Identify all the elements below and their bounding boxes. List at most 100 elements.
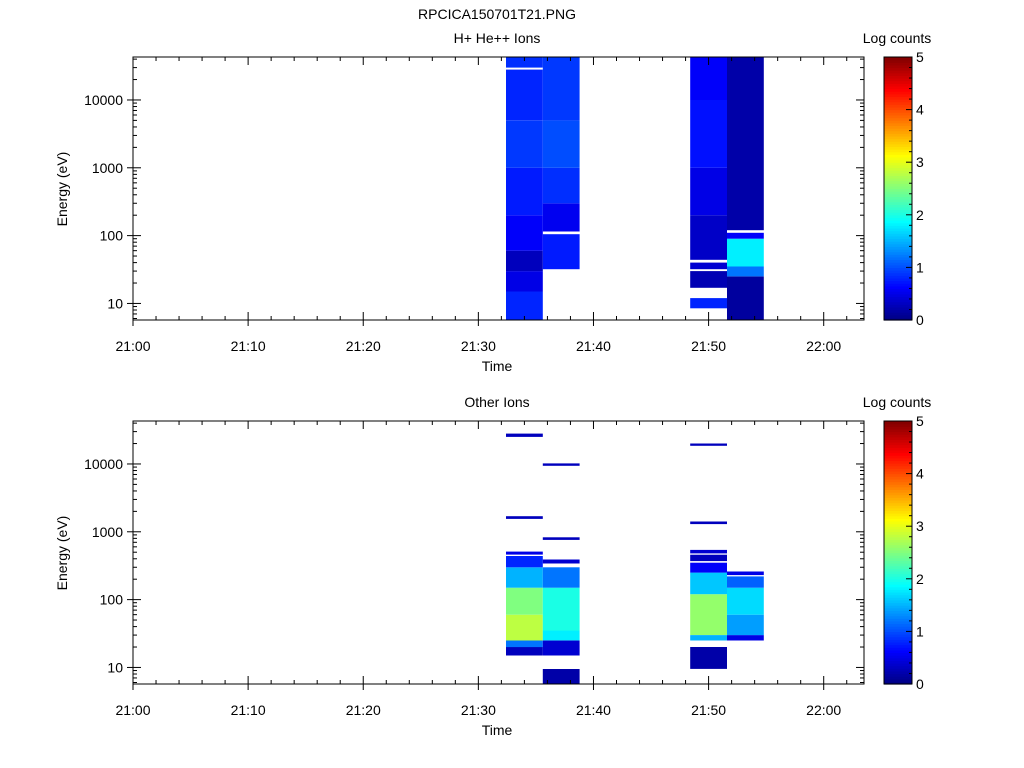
colorbar-swatch xyxy=(884,101,912,105)
x-tick-label: 21:20 xyxy=(346,338,381,354)
colorbar-swatch xyxy=(884,605,912,609)
x-tick-label: 21:30 xyxy=(461,338,496,354)
colorbar-swatch xyxy=(884,434,912,438)
colorbar-swatch xyxy=(884,288,912,292)
spectrogram-cell xyxy=(690,271,727,288)
spectrogram-cell xyxy=(690,594,727,635)
colorbar-swatch xyxy=(884,270,912,274)
y-tick-label: 10000 xyxy=(84,456,123,472)
x-tick-label: 21:10 xyxy=(231,702,266,718)
colorbar-tick-label: 0 xyxy=(916,676,924,692)
y-tick-label: 10000 xyxy=(84,92,123,108)
colorbar-swatch xyxy=(884,309,912,313)
colorbar-swatch xyxy=(884,83,912,87)
colorbar-swatch xyxy=(884,452,912,456)
colorbar-swatch xyxy=(884,206,912,211)
colorbar-swatch xyxy=(884,676,912,680)
colorbar-swatch xyxy=(884,264,912,268)
colorbar-swatch xyxy=(884,254,912,258)
colorbar-swatch xyxy=(884,549,912,554)
colorbar-tick-label: 0 xyxy=(916,312,924,328)
y-tick-label: 1000 xyxy=(92,524,123,540)
colorbar-swatch xyxy=(884,591,912,596)
spectrogram-cell xyxy=(727,266,764,277)
colorbar-swatch xyxy=(884,143,912,148)
colorbar-swatch xyxy=(884,665,912,669)
spectrogram-cell xyxy=(727,587,764,615)
spectrogram-cell xyxy=(506,551,543,555)
colorbar-swatch xyxy=(884,314,912,318)
colorbar-swatch xyxy=(884,88,912,92)
plot-frame xyxy=(132,420,865,685)
colorbar-swatch xyxy=(884,317,912,321)
colorbar-swatch xyxy=(884,159,912,163)
colorbar-tick-label: 4 xyxy=(916,466,924,482)
colorbar-swatch xyxy=(884,306,912,311)
colorbar-swatch xyxy=(884,201,912,205)
colorbar-swatch xyxy=(884,444,912,448)
spectrogram-cell xyxy=(542,587,580,631)
spectrogram-cell xyxy=(542,640,580,656)
y-tick-label: 1000 xyxy=(92,160,123,176)
colorbar-swatch xyxy=(884,214,912,219)
x-tick-label: 22:00 xyxy=(806,338,841,354)
spectrogram-cell xyxy=(542,234,580,270)
colorbar-swatch xyxy=(884,164,912,169)
colorbar-swatch xyxy=(884,248,912,253)
colorbar-swatch xyxy=(884,238,912,242)
colorbar-swatch xyxy=(884,272,912,276)
colorbar-swatch xyxy=(884,513,912,517)
colorbar-swatch xyxy=(884,612,912,617)
colorbar-swatch xyxy=(884,59,912,63)
colorbar-swatch xyxy=(884,227,912,232)
time-column xyxy=(727,571,764,641)
colorbar-swatch xyxy=(884,225,912,229)
spectrogram-cell xyxy=(506,271,543,292)
spectrogram-cell xyxy=(506,647,543,656)
colorbar-swatch xyxy=(884,62,912,66)
spectrogram-cell xyxy=(727,576,764,588)
colorbar-swatch xyxy=(884,191,912,195)
colorbar-swatch xyxy=(884,109,912,113)
colorbar-swatch xyxy=(884,183,912,187)
spectrogram-cell xyxy=(727,232,764,239)
spectrogram-cell xyxy=(542,537,580,540)
spectrogram-cell xyxy=(542,203,580,232)
x-tick-label: 21:50 xyxy=(691,338,726,354)
spectrogram-cell xyxy=(690,572,727,595)
spectrogram-cell xyxy=(506,614,543,641)
colorbar-swatch xyxy=(884,112,912,116)
colorbar-swatch xyxy=(884,547,912,551)
colorbar-swatch xyxy=(884,460,912,464)
spectrogram-cell xyxy=(690,554,727,562)
colorbar-swatch xyxy=(884,120,912,124)
spectrogram-cell xyxy=(542,120,580,168)
colorbar-swatch xyxy=(884,149,912,153)
colorbar-swatch xyxy=(884,620,912,625)
colorbar-swatch xyxy=(884,104,912,108)
colorbar-swatch xyxy=(884,193,912,197)
colorbar-tick-label: 2 xyxy=(916,571,924,587)
colorbar-swatch xyxy=(884,304,912,308)
colorbar-swatch xyxy=(884,256,912,261)
colorbar-swatch xyxy=(884,607,912,611)
colorbar-swatch xyxy=(884,576,912,580)
figure-title: RPCICA150701T21.PNG xyxy=(418,6,576,22)
colorbar-swatch xyxy=(884,652,912,656)
colorbar-swatch xyxy=(884,243,912,247)
spectrogram-cell xyxy=(506,215,543,251)
spectrogram-cell xyxy=(542,630,580,641)
colorbar-swatch xyxy=(884,510,912,514)
colorbar-swatch xyxy=(884,560,912,564)
x-tick-label: 21:40 xyxy=(576,338,611,354)
x-tick-label: 21:20 xyxy=(346,702,381,718)
colorbar-swatch xyxy=(884,660,912,664)
colorbar-swatch xyxy=(884,296,912,300)
x-tick-label: 21:10 xyxy=(231,338,266,354)
spectrogram-cell xyxy=(690,549,727,554)
colorbar-swatch xyxy=(884,67,912,71)
colorbar-tick-label: 2 xyxy=(916,207,924,223)
colorbar-swatch xyxy=(884,581,912,585)
colorbar-swatch xyxy=(884,678,912,682)
